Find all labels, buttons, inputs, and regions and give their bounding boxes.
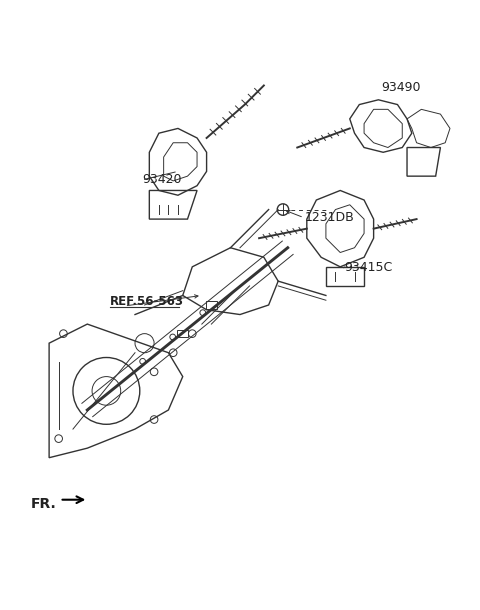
Text: 93420: 93420: [142, 173, 181, 187]
Text: REF.56-563: REF.56-563: [110, 295, 184, 307]
Text: 93490: 93490: [382, 81, 421, 94]
Text: 1231DB: 1231DB: [304, 211, 354, 224]
Bar: [177, 330, 189, 337]
Bar: [326, 267, 364, 286]
Bar: [205, 301, 217, 309]
Text: 93415C: 93415C: [344, 261, 392, 274]
Text: FR.: FR.: [31, 498, 57, 511]
